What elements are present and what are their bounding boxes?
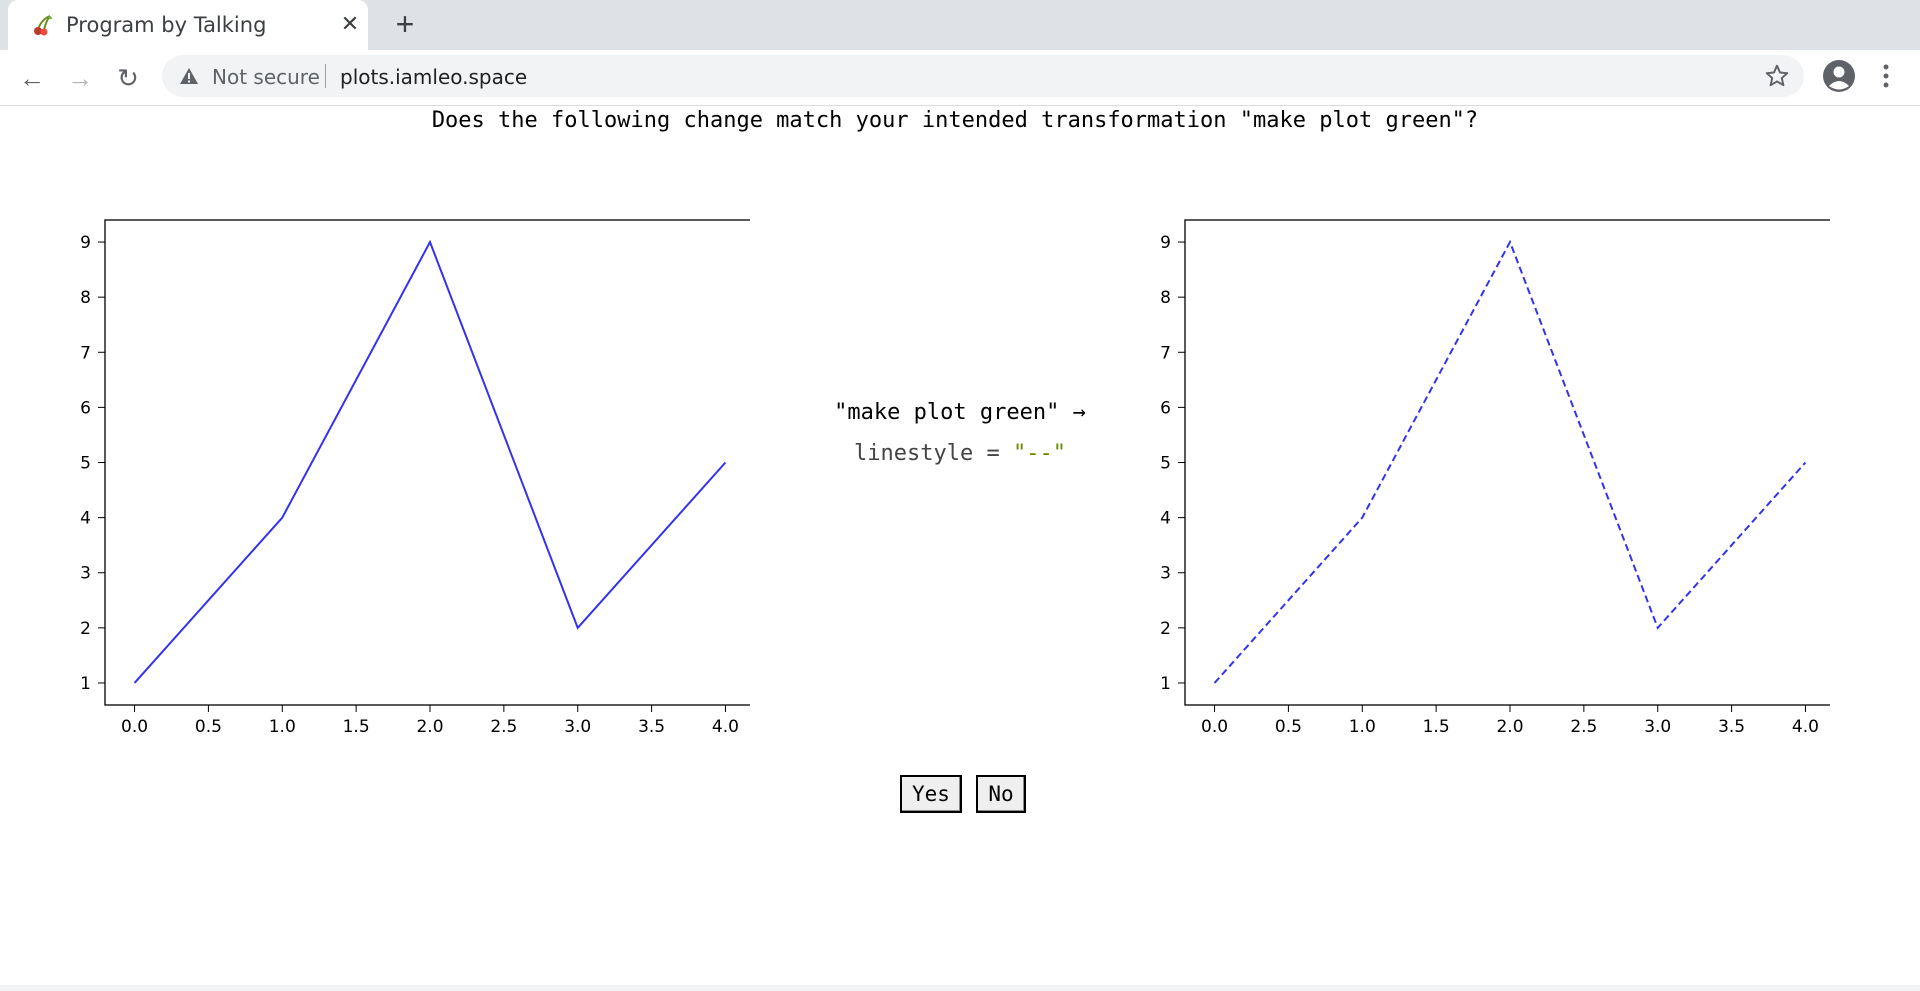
code-key: linestyle = (854, 441, 1013, 466)
series-line (133, 239, 727, 684)
y-tick-label: 3 (80, 564, 91, 584)
yes-button[interactable]: Yes (900, 775, 962, 813)
y-tick-label: 9 (1160, 233, 1171, 253)
new-tab-button[interactable]: + (395, 6, 415, 42)
y-tick-label: 2 (1160, 619, 1171, 639)
back-icon[interactable]: ← (19, 63, 45, 93)
forward-icon[interactable]: → (67, 63, 93, 93)
kebab-menu-icon[interactable] (1876, 61, 1896, 91)
x-tick-label: 3.5 (1718, 717, 1745, 737)
security-label[interactable]: Not secure (212, 65, 320, 89)
x-tick-label: 0.5 (195, 717, 222, 737)
x-tick-label: 0.0 (1201, 717, 1228, 737)
y-tick-label: 6 (80, 398, 91, 418)
warning-icon (180, 68, 198, 84)
x-tick-label: 2.0 (1496, 717, 1523, 737)
y-tick-label: 3 (1160, 564, 1171, 584)
transformed-plot: 0.0 0.5 1.0 1.5 2.0 2.5 3.0 3.5 4.0 1 2 3 4 5 6 7 8 9 (1160, 219, 1830, 737)
omnibox-divider (325, 64, 326, 88)
x-tick-label: 2.5 (1570, 717, 1597, 737)
series-line (1213, 239, 1807, 684)
y-tick-label: 5 (1160, 454, 1171, 474)
code-change: linestyle = "--" (820, 441, 1100, 466)
y-tick-label: 8 (80, 288, 91, 308)
tab-title: Program by Talking (66, 13, 267, 37)
bottom-edge (0, 985, 1920, 991)
tab-strip: Program by Talking ✕ + (0, 0, 1920, 50)
address-bar[interactable]: Not secure plots.iamleo.space (162, 55, 1804, 97)
x-tick-label: 3.0 (564, 717, 591, 737)
original-plot: 0.0 0.5 1.0 1.5 2.0 2.5 3.0 3.5 4.0 1 2 3 4 5 6 7 8 9 (80, 219, 750, 737)
code-value: "--" (1012, 441, 1066, 466)
reload-icon[interactable]: ↻ (117, 63, 139, 93)
url-text[interactable]: plots.iamleo.space (340, 65, 528, 89)
transformation-summary: "make plot green" → linestyle = "--" (820, 400, 1100, 466)
plot-frame (1184, 219, 1830, 706)
x-tick-label: 1.0 (269, 717, 296, 737)
y-tick-label: 7 (1160, 343, 1171, 363)
x-tick-label: 1.0 (1349, 717, 1376, 737)
x-tick-label: 0.5 (1275, 717, 1302, 737)
answer-buttons: Yes No (900, 775, 1036, 813)
x-tick-label: 1.5 (1423, 717, 1450, 737)
y-tick-label: 9 (80, 233, 91, 253)
browser-toolbar: ← → ↻ Not secure plots.iamleo.space (0, 50, 1920, 106)
profile-avatar-icon[interactable] (1822, 59, 1856, 93)
y-tick-label: 5 (80, 454, 91, 474)
no-button[interactable]: No (976, 775, 1026, 813)
y-tick-label: 4 (80, 509, 91, 529)
y-tick-label: 4 (1160, 509, 1171, 529)
browser-tab[interactable]: Program by Talking ✕ (8, 0, 368, 50)
y-tick-label: 6 (1160, 398, 1171, 418)
y-tick-label: 1 (80, 674, 91, 694)
y-tick-label: 8 (1160, 288, 1171, 308)
tab-close-icon[interactable]: ✕ (340, 11, 360, 36)
x-tick-label: 3.5 (638, 717, 665, 737)
transformation-label: "make plot green" → (834, 400, 1086, 425)
x-tick-label: 1.5 (343, 717, 370, 737)
cherry-favicon-icon (34, 15, 52, 36)
plot-frame (104, 219, 750, 706)
x-tick-label: 4.0 (712, 717, 739, 737)
x-tick-label: 2.5 (490, 717, 517, 737)
x-tick-label: 2.0 (416, 717, 443, 737)
x-tick-label: 4.0 (1792, 717, 1819, 737)
y-tick-label: 1 (1160, 674, 1171, 694)
confirmation-question: Does the following change match your int… (431, 108, 1479, 133)
y-tick-label: 2 (80, 619, 91, 639)
x-tick-label: 0.0 (121, 717, 148, 737)
x-tick-label: 3.0 (1644, 717, 1671, 737)
bookmark-star-icon[interactable] (1764, 63, 1790, 89)
y-tick-label: 7 (80, 343, 91, 363)
